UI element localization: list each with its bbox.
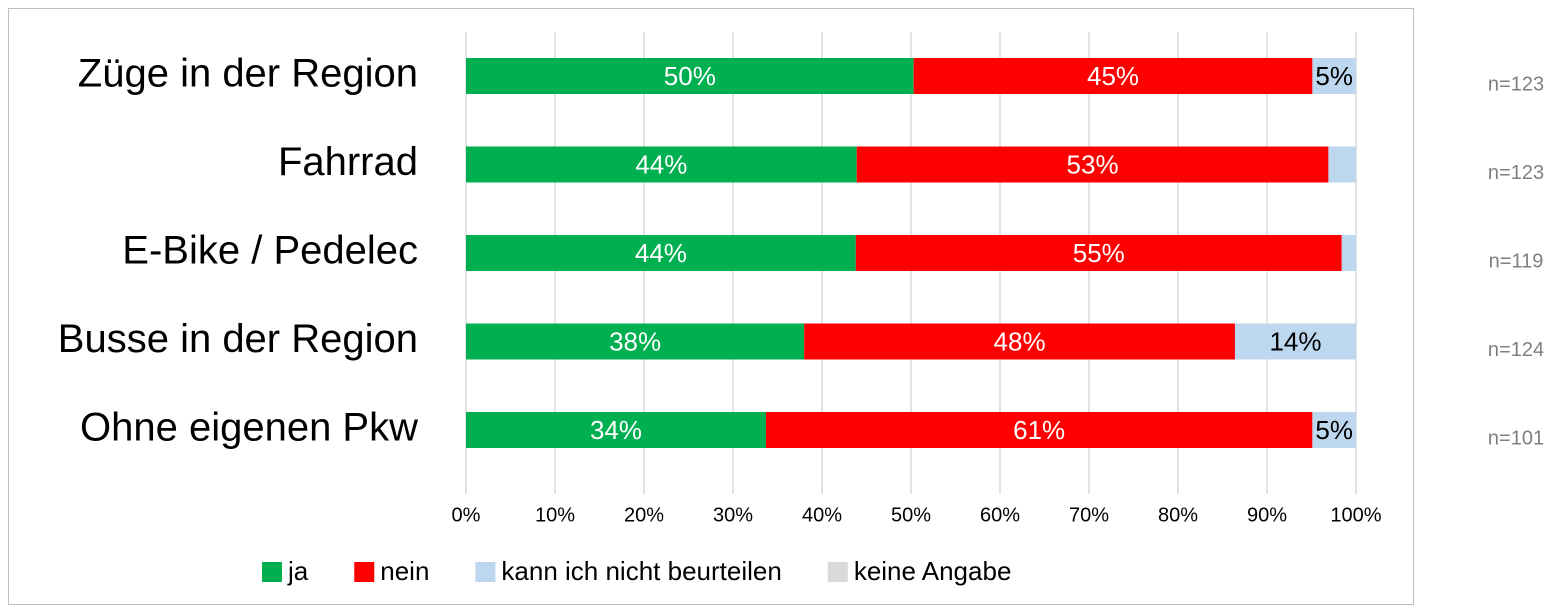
bar-segment [1312,58,1356,94]
sample-size: n=123 [1488,162,1544,184]
data-label: 55% [1073,238,1125,268]
x-tick-label: 20% [624,504,664,526]
x-tick-label: 40% [802,504,842,526]
bar-segment [466,58,914,94]
data-label: 5% [1315,415,1353,445]
data-label: 38% [609,326,661,356]
category-label: Fahrrad [278,140,418,184]
legend-swatch [475,562,496,582]
sample-size: n=123 [1488,73,1544,95]
data-label: 53% [1067,149,1119,179]
sample-size: n=101 [1488,427,1544,449]
bar-segment [1328,146,1356,183]
category-label: E-Bike / Pedelec [122,229,418,273]
data-label: 14% [1269,326,1321,356]
x-tick-label: 100% [1330,504,1381,526]
category-label: Ohne eigenen Pkw [80,406,418,450]
bar-segment [466,146,857,183]
x-tick-label: 50% [891,504,931,526]
legend-label: nein [380,556,429,586]
x-tick-label: 30% [713,504,753,526]
bar-segment [466,412,766,448]
data-label: 44% [635,238,687,268]
x-tick-label: 90% [1247,504,1287,526]
data-label: 44% [635,149,687,179]
data-label: 34% [590,415,642,445]
category-label: Züge in der Region [78,52,418,96]
legend-label: kann ich nicht beurteilen [501,556,781,586]
data-label: 45% [1087,61,1139,91]
data-label: 61% [1013,415,1065,445]
data-label: 48% [994,326,1046,356]
legend-label: ja [287,556,309,586]
chart-frame [8,8,1414,605]
bar-segment [765,412,1313,448]
category-label: Busse in der Region [58,317,418,361]
bar-segment [913,58,1313,94]
x-tick-label: 0% [452,504,481,526]
legend-swatch [262,562,282,582]
legend-label: keine Angabe [854,556,1012,586]
x-tick-label: 70% [1069,504,1109,526]
data-label: 5% [1315,61,1353,91]
x-tick-label: 60% [980,504,1020,526]
bar-segment [466,323,805,360]
x-tick-label: 10% [535,504,575,526]
sample-size: n=124 [1488,339,1544,361]
legend-swatch [354,562,375,582]
bar-segment [1312,412,1356,448]
legend-swatch [827,562,848,582]
x-tick-label: 80% [1158,504,1198,526]
bar-segment [856,146,1329,183]
bar-segment [466,235,856,271]
data-label: 50% [664,61,716,91]
sample-size: n=119 [1489,250,1544,272]
bar-segment [804,323,1235,360]
bar-segment [1234,323,1356,360]
bar-segment [855,235,1342,271]
bar-segment [1341,235,1356,271]
